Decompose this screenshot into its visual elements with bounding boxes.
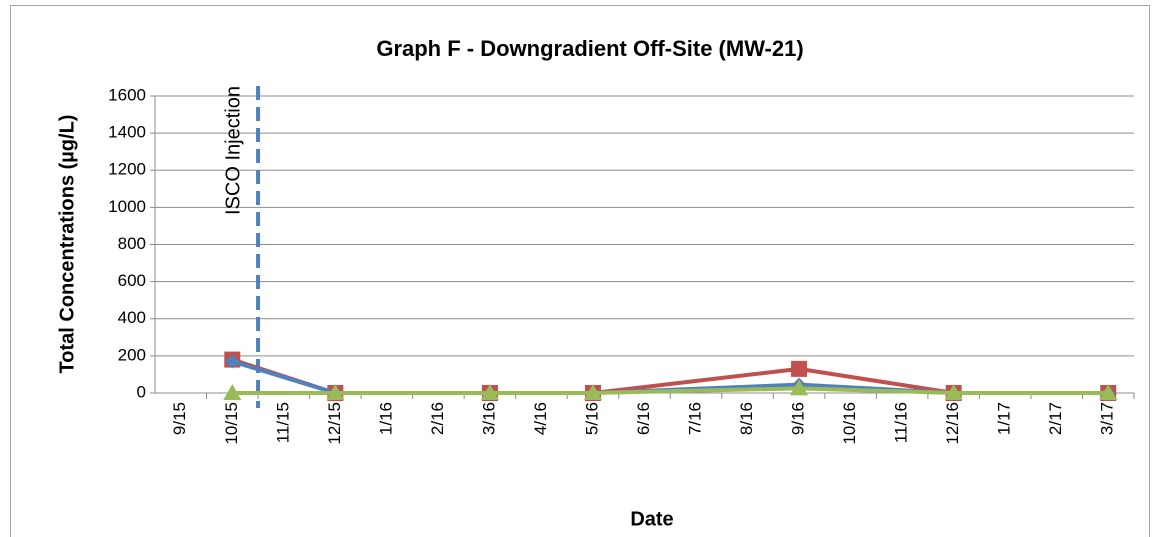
point (791, 360, 808, 377)
chart-border (10, 5, 1150, 537)
x-tick-label: 6/16 (634, 402, 653, 435)
x-tick-label: 3/17 (1098, 402, 1117, 435)
y-tick-label: 1400 (108, 123, 146, 142)
x-tick-label: 5/16 (582, 402, 601, 435)
y-tick-label: 1200 (108, 160, 146, 179)
point (225, 354, 240, 369)
y-axis-title: Total Concentrations (µg/L) (56, 115, 78, 374)
point (583, 384, 602, 400)
x-tick-label: 9/16 (789, 402, 808, 435)
x-tick-label: 2/17 (1046, 402, 1065, 435)
x-tick-label: 12/16 (943, 402, 962, 445)
y-tick-label: 800 (118, 234, 146, 253)
point (790, 379, 809, 396)
x-tick-label: 10/15 (222, 402, 241, 445)
x-tick-label: 7/16 (686, 402, 705, 435)
x-tick-label: 3/16 (479, 402, 498, 435)
point (480, 384, 499, 400)
x-tick-label: 11/16 (892, 402, 911, 443)
x-axis-title: Date (630, 508, 673, 530)
point (223, 384, 242, 400)
y-tick-label: 200 (118, 345, 146, 364)
x-tick-label: 12/15 (325, 402, 344, 445)
y-tick-label: 1000 (108, 197, 146, 216)
annotation-text: ISCO Injection (222, 86, 244, 215)
y-tick-label: 1600 (108, 85, 146, 104)
point (1099, 384, 1118, 400)
x-tick-label: 10/16 (840, 402, 859, 445)
x-tick-label: 11/15 (273, 402, 292, 443)
x-tick-label: 1/17 (995, 402, 1014, 435)
x-tick-label: 8/16 (737, 402, 756, 435)
x-tick-label: 4/16 (531, 402, 550, 435)
x-tick-label: 9/15 (170, 402, 189, 435)
y-tick-label: 0 (137, 382, 146, 401)
y-tick-label: 600 (118, 271, 146, 290)
y-tick-label: 400 (118, 308, 146, 327)
point (326, 384, 345, 400)
point (944, 384, 963, 400)
x-tick-label: 2/16 (428, 402, 447, 435)
chart-title: Graph F - Downgradient Off-Site (MW-21) (376, 36, 803, 61)
x-tick-label: 1/16 (376, 402, 395, 435)
